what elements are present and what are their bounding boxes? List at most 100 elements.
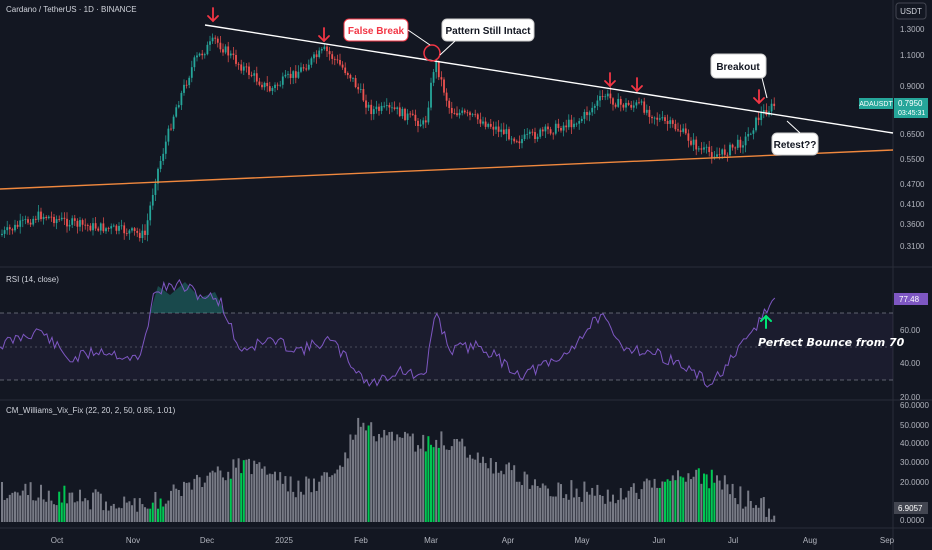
vix-bar: [159, 498, 162, 522]
vix-bar: [469, 454, 471, 522]
candle-body: [401, 108, 404, 117]
vix-bar: [474, 459, 477, 522]
candle-body: [209, 41, 211, 45]
vix-bar: [552, 496, 555, 522]
vix-bar: [196, 474, 198, 522]
candle-body: [146, 220, 149, 235]
rsi-title[interactable]: RSI (14, close): [6, 275, 59, 284]
vix-bar: [11, 492, 14, 522]
time-tick: May: [574, 536, 589, 545]
candle-body: [710, 152, 713, 158]
candle-body: [404, 108, 406, 120]
rsi-tick: 60.00: [900, 326, 921, 335]
candle-body: [248, 66, 250, 75]
vix-bar: [372, 436, 375, 522]
candle-body: [310, 58, 313, 65]
vix-bar: [570, 480, 573, 522]
candle-body: [372, 109, 375, 115]
vix-bar: [138, 498, 141, 522]
vix-bar: [765, 516, 768, 522]
vix-bar: [193, 478, 196, 522]
vix-bar: [333, 473, 336, 522]
vix-bar: [502, 474, 505, 522]
vix-tick: 20.0000: [900, 478, 929, 487]
time-tick: 2025: [275, 536, 293, 545]
candle-body: [346, 73, 349, 76]
candle-body: [492, 126, 495, 130]
candle-body: [261, 84, 263, 88]
breakout-callout[interactable]: Breakout: [710, 53, 768, 99]
vix-bar: [21, 490, 24, 522]
vix-bar: [198, 477, 201, 522]
candlestick-series[interactable]: [1, 33, 776, 243]
vix-bar: [68, 492, 71, 522]
vix-bar: [398, 437, 401, 522]
retest-callout[interactable]: Retest??: [771, 120, 819, 156]
candle-body: [300, 67, 302, 72]
vix-bar: [710, 469, 713, 522]
vix-bar: [404, 431, 406, 522]
candle-body: [479, 119, 482, 124]
vix-bar: [258, 462, 261, 522]
candle-body: [599, 95, 601, 101]
candle-body: [630, 104, 633, 108]
vix-bar: [154, 491, 157, 522]
vix-bar: [567, 499, 570, 522]
candle-body: [193, 57, 196, 68]
candle-body: [305, 68, 308, 70]
resistance-trendline[interactable]: [204, 24, 894, 134]
candle-body: [21, 219, 24, 221]
price-axis[interactable]: 1.3000 1.1000 0.9000 0.6500 0.5500 0.470…: [900, 25, 925, 251]
candle-body: [729, 144, 731, 156]
vix-bar: [437, 447, 440, 522]
vix-bar: [383, 429, 386, 522]
candle-body: [523, 134, 526, 140]
candle-body: [279, 84, 282, 86]
vix-bar: [27, 495, 29, 522]
candle-body: [133, 228, 136, 231]
vix-bar: [16, 492, 19, 522]
candle-body: [757, 117, 760, 121]
candle-body: [560, 127, 562, 131]
vix-bar: [315, 490, 318, 522]
vix-bar: [409, 436, 412, 522]
vix-bar: [326, 472, 328, 522]
vix-bar: [518, 481, 521, 522]
vix-bar: [320, 475, 323, 522]
vix-bar: [500, 470, 503, 522]
vix-bar: [736, 504, 739, 522]
candle-body: [211, 37, 214, 42]
candle-body: [266, 82, 269, 87]
candle-body: [411, 113, 414, 115]
vix-bar: [120, 508, 123, 522]
vix-bar: [578, 496, 581, 522]
bounce-note: Perfect Bounce from 70: [758, 336, 905, 349]
pattern-intact-callout[interactable]: Pattern Still Intact: [439, 18, 535, 56]
vix-bar: [554, 496, 557, 522]
vix-histogram[interactable]: [1, 417, 776, 522]
candle-body: [612, 98, 614, 105]
vix-bar: [466, 457, 469, 522]
time-axis[interactable]: Oct Nov Dec 2025 Feb Mar Apr May Jun Jul…: [51, 536, 895, 545]
vix-bar: [162, 506, 165, 522]
vix-bar: [313, 478, 315, 522]
support-trendline[interactable]: [0, 149, 894, 190]
vix-bar: [42, 499, 45, 522]
candle-body: [515, 141, 518, 143]
candle-body: [554, 123, 557, 134]
vix-bar: [396, 434, 399, 522]
candle-body: [190, 67, 193, 78]
vix-bar: [336, 469, 339, 522]
symbol-title[interactable]: Cardano / TetherUS · 1D · BINANCE: [6, 5, 137, 14]
vix-title[interactable]: CM_Williams_Vix_Fix (22, 20, 2, 50, 0.85…: [6, 406, 176, 415]
currency-button[interactable]: USDT: [895, 2, 927, 20]
candle-body: [76, 220, 79, 227]
rsi-line[interactable]: [0, 278, 776, 388]
vix-bar: [157, 508, 159, 522]
vix-bar: [357, 417, 360, 522]
candle-body: [596, 100, 599, 106]
candle-body: [383, 105, 386, 107]
false-break-callout[interactable]: False Break: [343, 18, 431, 46]
vix-bar: [352, 439, 354, 522]
